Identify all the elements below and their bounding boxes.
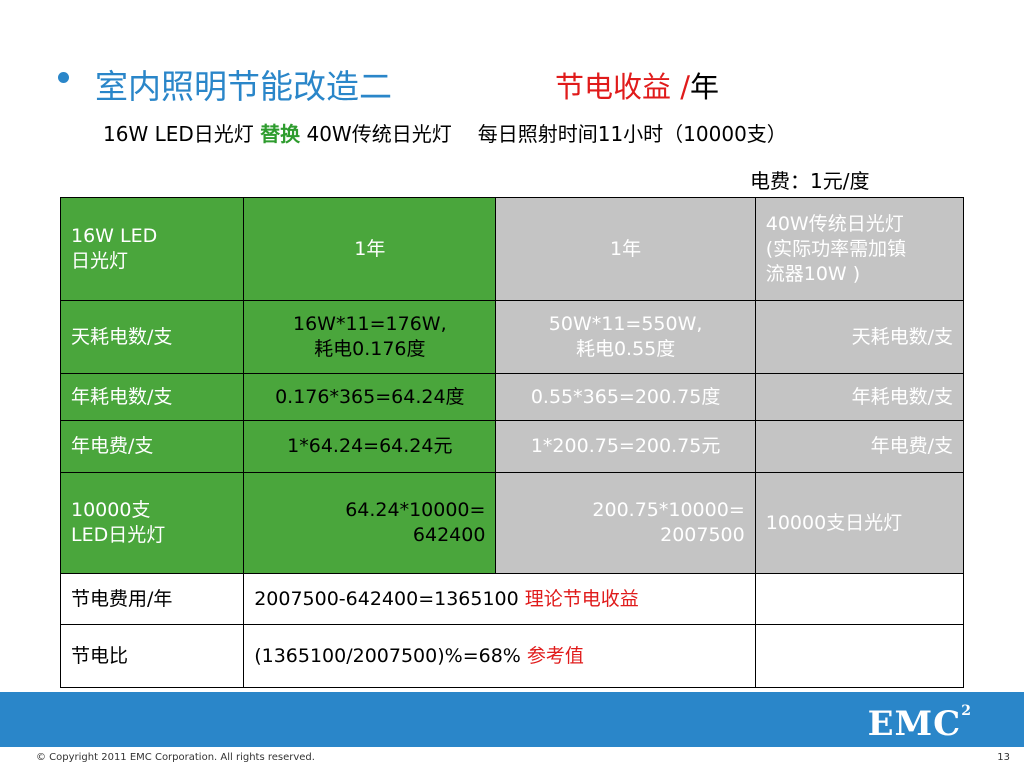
table-cell: 10000支 LED日光灯: [59, 472, 245, 574]
table-row: 年耗电数/支 0.176*365=64.24度 0.55*365=200.75度…: [59, 373, 965, 421]
table-row: 节电比 (1365100/2007500)%=68% 参考值: [59, 624, 965, 688]
page-subtitle-savings: 节电收益 /年: [555, 64, 719, 106]
bullet-dot: [58, 72, 69, 83]
table-cell: 1*200.75=200.75元: [495, 420, 756, 473]
table-row: 16W LED 日光灯 1年 1年 40W传统日光灯 (实际功率需加镇 流器10W ): [59, 197, 965, 301]
table-cell: 50W*11=550W, 耗电0.55度: [495, 300, 756, 374]
table-cell: 16W LED 日光灯: [59, 197, 245, 301]
table-row: 10000支 LED日光灯 64.24*10000= 642400 200.75*1…: [59, 472, 965, 574]
table-cell-empty: [754, 624, 965, 688]
table-row: 节电费用/年 2007500-642400=1365100 理论节电收益: [59, 573, 965, 625]
table-cell-empty: [754, 573, 965, 625]
page-title: 室内照明节能改造二: [95, 67, 392, 106]
comparison-hours: 每日照射时间11小时（10000支）: [477, 122, 787, 146]
savings-title-text: 节电收益: [555, 70, 681, 104]
page-number: 13: [997, 752, 1010, 763]
table-row: 天耗电数/支 16W*11=176W, 耗电0.176度 50W*11=550W,…: [59, 300, 965, 374]
table-cell: 1年: [243, 197, 497, 301]
savings-value: 2007500-642400=1365100: [254, 587, 525, 610]
savings-value-cell: 2007500-642400=1365100 理论节电收益: [243, 573, 756, 625]
table-cell: 0.55*365=200.75度: [495, 373, 756, 421]
footer-band: [0, 692, 1024, 747]
copyright: © Copyright 2011 EMC Corporation. All ri…: [36, 752, 315, 763]
savings-label-cell: 节电费用/年: [59, 573, 245, 625]
table-cell: 200.75*10000= 2007500: [495, 472, 756, 574]
table-cell: 天耗电数/支: [754, 300, 965, 374]
table-cell: 40W传统日光灯 (实际功率需加镇 流器10W ): [754, 197, 965, 301]
table-cell: 16W*11=176W, 耗电0.176度: [243, 300, 497, 374]
comparison-traditional: 40W传统日光灯: [300, 122, 452, 146]
comparison-replace: 替换: [260, 122, 301, 146]
logo-sup: 2: [961, 702, 972, 719]
emc-logo: EMC2: [867, 702, 972, 744]
table-row: 年电费/支 1*64.24=64.24元 1*200.75=200.75元 年电…: [59, 420, 965, 473]
electricity-fee: 电费：1元/度: [750, 169, 870, 193]
table-cell: 天耗电数/支: [59, 300, 245, 374]
table-cell: 1年: [495, 197, 756, 301]
table-cell: 年电费/支: [754, 420, 965, 473]
table-cell: 0.176*365=64.24度: [243, 373, 497, 421]
table-cell: 年耗电数/支: [59, 373, 245, 421]
savings-table: 16W LED 日光灯 1年 1年 40W传统日光灯 (实际功率需加镇 流器10W )…: [59, 197, 965, 688]
ratio-value-cell: (1365100/2007500)%=68% 参考值: [243, 624, 756, 688]
table-cell: 10000支日光灯: [754, 472, 965, 574]
ratio-label-cell: 节电比: [59, 624, 245, 688]
savings-title-year: 年: [690, 70, 720, 104]
ratio-value: (1365100/2007500)%=68%: [254, 644, 527, 667]
table-cell: 年耗电数/支: [754, 373, 965, 421]
table-cell: 64.24*10000= 642400: [243, 472, 497, 574]
savings-title-slash: /: [680, 70, 690, 104]
table-cell: 年电费/支: [59, 420, 245, 473]
ratio-note: 参考值: [526, 644, 584, 667]
comparison-led: 16W LED日光灯: [103, 122, 261, 146]
comparison-line: 16W LED日光灯 替换 40W传统日光灯 每日照射时间11小时（10000支）: [103, 118, 787, 147]
logo-text: EMC: [867, 704, 962, 744]
savings-note: 理论节电收益: [524, 587, 639, 610]
table-cell: 1*64.24=64.24元: [243, 420, 497, 473]
